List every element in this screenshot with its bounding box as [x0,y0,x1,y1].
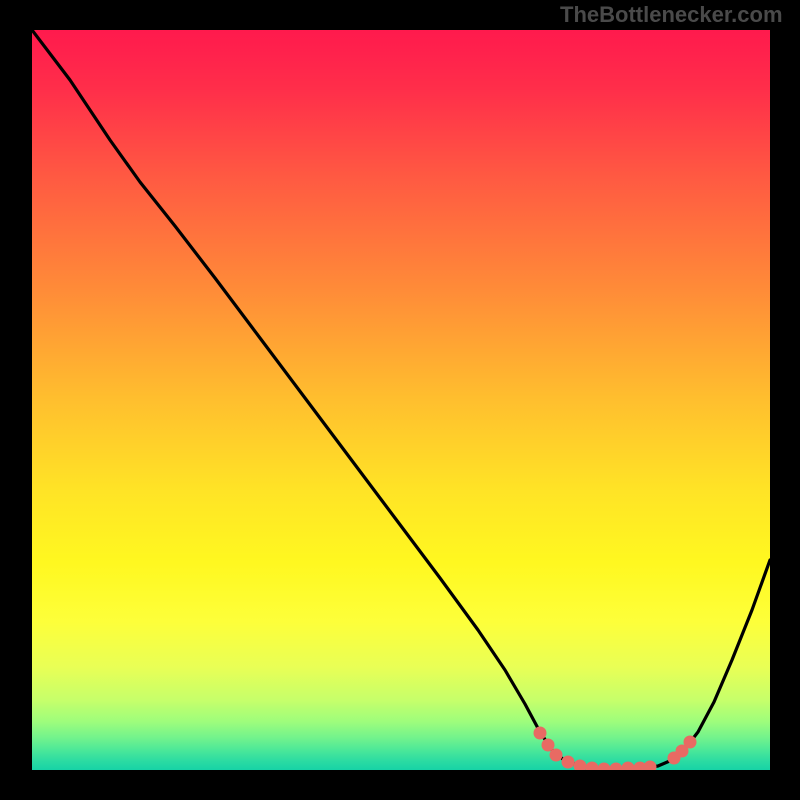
curve-marker [562,756,575,769]
curve-marker [534,727,547,740]
curve-marker [550,749,563,762]
watermark-text: TheBottlenecker.com [560,2,783,28]
plot-area-background [32,30,770,770]
curve-marker [684,736,697,749]
